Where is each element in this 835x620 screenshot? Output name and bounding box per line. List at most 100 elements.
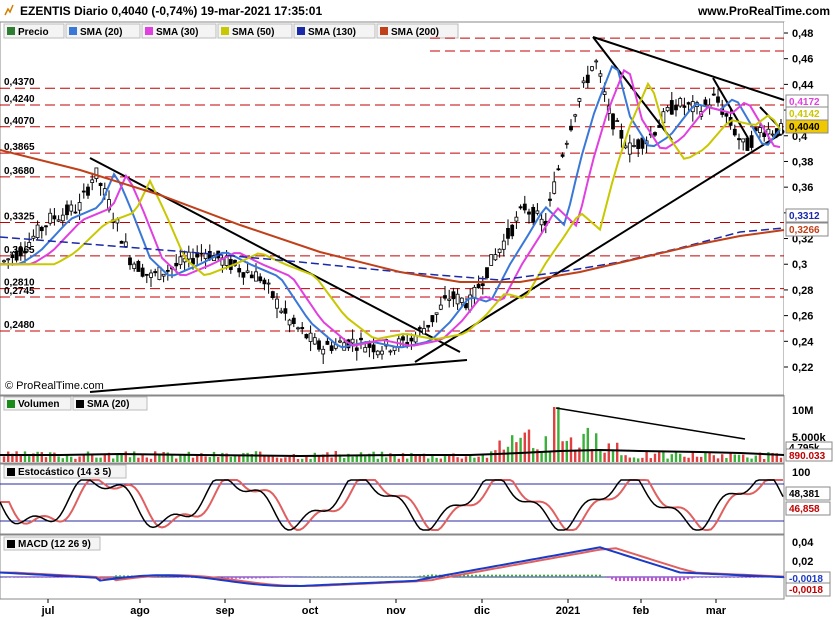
macd-histogram-bar	[607, 577, 609, 578]
sma20-line	[0, 64, 781, 349]
volume-bar	[401, 453, 405, 462]
macd-histogram-bar	[487, 574, 489, 577]
legend-item[interactable]: SMA (130)	[293, 23, 376, 39]
chart-logo-icon	[4, 4, 14, 16]
macd-histogram-bar	[283, 577, 285, 578]
legend-item[interactable]: MACD (12 26 9)	[3, 536, 101, 551]
macd-tick: 0,04	[792, 537, 814, 549]
candle	[531, 204, 536, 226]
volume-bar	[595, 433, 598, 462]
volume-bar	[28, 456, 31, 462]
macd-histogram-bar	[403, 576, 405, 577]
svg-text:Volumen: Volumen	[18, 399, 59, 410]
macd-histogram-bar	[59, 577, 61, 578]
macd-histogram-bar	[319, 576, 321, 577]
price-tick-label: 0,46	[792, 54, 813, 66]
macd-histogram-bar	[63, 577, 65, 578]
macd-histogram-bar	[27, 577, 29, 578]
volume-bar	[557, 407, 560, 462]
macd-histogram-bar	[395, 576, 397, 577]
volume-bar	[464, 456, 468, 462]
volume-bar	[494, 450, 497, 462]
volume-bar	[754, 455, 757, 462]
volume-bar	[763, 458, 766, 462]
legend-item[interactable]: Precio	[3, 23, 65, 39]
volume-bar	[725, 458, 728, 462]
macd-histogram-bar	[707, 577, 709, 578]
candle	[497, 248, 502, 258]
macd-histogram-bar	[575, 574, 577, 577]
stochastic-panel	[0, 463, 785, 535]
macd-histogram-bar	[507, 574, 509, 577]
macd-histogram-bar	[399, 576, 401, 577]
price-value-tag: 0,3312	[785, 208, 829, 223]
candle	[350, 329, 355, 352]
macd-histogram-bar	[235, 577, 237, 579]
price-tick-label: 0,38	[792, 156, 813, 168]
level-label: 0,4240	[4, 94, 35, 105]
volume-bar	[212, 451, 216, 462]
candle	[426, 324, 431, 332]
volume-bar	[616, 442, 619, 462]
volume-bar	[271, 456, 274, 462]
macd-histogram-bar	[351, 576, 353, 577]
macd-histogram-bar	[271, 577, 273, 578]
legend-label: Precio	[18, 27, 49, 38]
volume-bar	[775, 453, 778, 462]
volume-bar	[15, 451, 18, 462]
volume-bar	[112, 458, 115, 462]
legend-item[interactable]: SMA (200)	[376, 23, 459, 39]
macd-histogram-bar	[467, 574, 469, 577]
macd-histogram-bar	[523, 574, 525, 577]
macd-histogram-bar	[279, 577, 281, 578]
macd-histogram-bar	[331, 576, 333, 577]
volume-bar	[242, 453, 245, 462]
volume-bar	[124, 451, 127, 462]
macd-histogram-bar	[431, 574, 433, 577]
macd-histogram-bar	[255, 577, 257, 579]
legend-item[interactable]: SMA (20)	[65, 23, 141, 39]
macd-lines	[0, 546, 785, 588]
volume-bar	[351, 456, 354, 462]
volume-bar	[292, 454, 295, 462]
legend-item[interactable]: SMA (20)	[72, 396, 148, 411]
legend-item[interactable]: Estocástico (14 3 5)	[3, 464, 127, 479]
volume-bar	[607, 443, 610, 462]
macd-histogram-bar	[647, 577, 649, 582]
candle	[312, 333, 317, 345]
price-panel	[0, 21, 785, 396]
candle	[422, 320, 426, 335]
macd-histogram-bar	[587, 574, 589, 577]
candle	[144, 273, 149, 284]
legend-item[interactable]: SMA (50)	[217, 23, 293, 39]
legend-item[interactable]: SMA (30)	[141, 23, 217, 39]
volume-bar	[57, 456, 60, 462]
svg-text:0,3312: 0,3312	[789, 211, 820, 222]
volume-bar	[431, 454, 434, 462]
macd-histogram-bar	[663, 577, 665, 582]
volume-bar	[154, 451, 157, 462]
price-tick-label: 0,44	[792, 79, 814, 91]
price-tick-label: 0,24	[792, 336, 814, 348]
macd-histogram-bar	[763, 577, 765, 578]
macd-histogram-bar	[391, 576, 393, 577]
macd-histogram-bar	[651, 577, 653, 582]
level-label: 0,2745	[4, 286, 35, 297]
candle	[287, 318, 292, 333]
macd-histogram-bar	[363, 576, 365, 577]
volume-bar	[49, 452, 52, 462]
candle	[18, 242, 23, 261]
macd-histogram-bar	[547, 574, 549, 577]
volume-bar	[380, 451, 384, 462]
volume-bar	[7, 451, 10, 462]
volume-bar	[364, 456, 367, 462]
macd-histogram-bar	[511, 574, 513, 577]
level-label: 0,3325	[4, 211, 35, 222]
copyright-label: © ProRealTime.com	[5, 380, 104, 392]
candle	[590, 65, 594, 72]
candle	[489, 254, 494, 266]
macd-histogram-bar	[783, 577, 785, 578]
macd-histogram-bar	[67, 577, 69, 578]
volume-bar	[708, 451, 711, 462]
legend-item[interactable]: Volumen	[3, 396, 72, 411]
